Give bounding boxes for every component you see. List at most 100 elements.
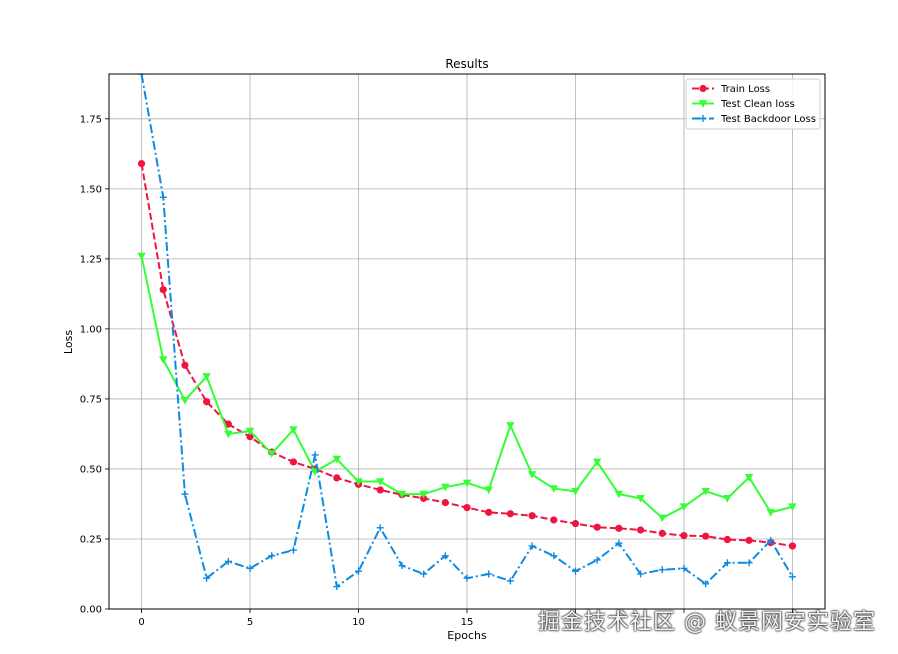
data-point: [571, 487, 580, 496]
y-tick-label: 0.75: [80, 394, 102, 405]
data-point: [571, 567, 579, 575]
data-point: [506, 422, 515, 430]
data-point: [636, 526, 645, 534]
data-point: [593, 556, 601, 564]
data-point: [485, 570, 493, 578]
data-point: [267, 450, 276, 458]
data-point: [289, 546, 297, 554]
data-point: [463, 574, 471, 582]
data-point: [506, 510, 514, 518]
legend-marker: [699, 84, 707, 93]
data-point: [397, 490, 407, 499]
data-point: [745, 559, 753, 567]
x-tick-label: 0: [138, 617, 144, 628]
data-point: [159, 193, 167, 201]
data-point: [484, 486, 493, 495]
data-point: [658, 566, 666, 574]
data-point: [615, 524, 623, 532]
data-point: [268, 552, 276, 560]
data-point: [181, 490, 189, 498]
data-point: [224, 557, 232, 565]
y-tick-label: 1.50: [80, 184, 102, 195]
grid: [109, 74, 825, 610]
data-point: [376, 478, 385, 486]
data-point: [332, 455, 342, 464]
y-tick-label: 1.00: [80, 324, 102, 335]
legend: Train Loss Test Clean loss Test Backdoor L…: [685, 78, 821, 130]
data-point: [702, 580, 710, 588]
series-layer: [137, 74, 797, 591]
data-point: [137, 160, 146, 168]
data-point: [615, 539, 623, 547]
data-point: [224, 420, 232, 428]
watermark-text: 掘金技术社区 @ 蚁景网安实验室: [538, 610, 876, 635]
data-point: [246, 564, 254, 572]
data-point: [528, 512, 536, 520]
data-point: [463, 504, 471, 512]
y-axis-label: Loss: [62, 330, 75, 354]
data-point: [592, 458, 602, 467]
data-point: [766, 509, 775, 517]
data-point: [788, 573, 796, 581]
data-point: [246, 433, 254, 441]
data-point: [550, 552, 558, 560]
data-point: [224, 430, 233, 439]
data-point: [680, 564, 688, 572]
data-point: [788, 542, 797, 550]
data-point: [289, 426, 298, 434]
data-point: [744, 473, 754, 482]
x-axis-label: Epochs: [447, 629, 487, 642]
data-point: [420, 494, 428, 502]
series-test-clean-loss: [137, 252, 797, 523]
data-point: [788, 503, 797, 511]
data-point: [181, 361, 189, 369]
data-point: [550, 516, 558, 524]
data-point: [658, 514, 667, 523]
data-point: [549, 485, 558, 493]
data-point: [723, 494, 732, 503]
legend-label: Train Loss: [720, 84, 770, 95]
data-point: [702, 532, 710, 540]
data-point: [159, 356, 168, 364]
data-point: [767, 536, 775, 544]
data-point: [441, 552, 449, 560]
data-point: [680, 532, 688, 540]
data-point: [485, 508, 493, 516]
data-point: [376, 486, 384, 494]
data-point: [723, 535, 731, 544]
legend-label: Test Clean loss: [720, 99, 795, 110]
legend-label: Test Backdoor Loss: [720, 114, 816, 125]
data-point: [137, 252, 146, 261]
data-point: [311, 451, 319, 459]
data-point: [462, 479, 472, 488]
data-point: [723, 559, 731, 567]
x-tick-label: 10: [352, 617, 365, 628]
data-point: [441, 498, 449, 507]
data-point: [333, 583, 341, 591]
data-point: [354, 478, 363, 486]
y-tick-label: 0.25: [80, 534, 102, 545]
x-tick-label: 15: [461, 617, 474, 628]
data-point: [745, 536, 753, 544]
data-point: [376, 524, 384, 532]
y-tick-label: 0.50: [80, 464, 102, 475]
data-point: [614, 490, 624, 499]
data-point: [333, 474, 341, 482]
data-point: [636, 494, 645, 503]
data-point: [289, 458, 298, 466]
data-point: [419, 490, 428, 499]
x-tick-label: 5: [247, 617, 253, 628]
y-tick-label: 1.25: [80, 254, 102, 265]
data-point: [658, 529, 666, 537]
data-point: [571, 519, 580, 528]
data-point: [679, 503, 689, 511]
data-point: [701, 487, 710, 496]
data-point: [180, 396, 190, 405]
data-point: [159, 286, 167, 294]
data-point: [355, 567, 363, 575]
data-point: [202, 373, 211, 381]
data-point: [420, 570, 428, 578]
series-train-loss: [137, 160, 797, 550]
data-point: [203, 574, 211, 582]
